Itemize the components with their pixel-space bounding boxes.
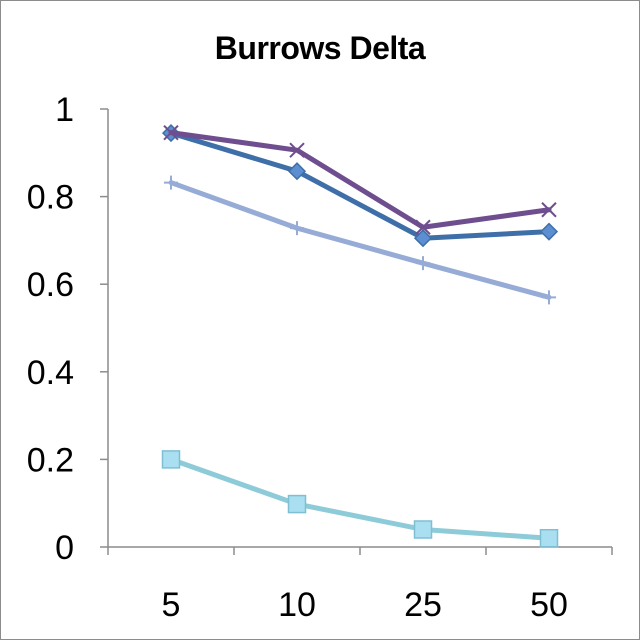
data-point [542,290,556,305]
data-point [539,528,559,548]
series-4 [164,175,556,305]
x-tick-label: 50 [530,586,568,624]
data-point [164,175,178,190]
data-point [539,222,559,241]
x-tick-label: 25 [404,586,442,624]
data-point [163,124,179,141]
y-tick-label: 0.6 [27,266,74,304]
series-line [168,130,552,230]
data-point [287,494,307,514]
y-tick-label: 1 [55,91,74,129]
data-point [541,202,557,218]
data-point [290,221,304,236]
tick-labels: 0 0.2 0.4 0.6 0.8 1 5 10 25 50 [27,91,568,624]
data-point [415,219,431,235]
series-3 [163,124,557,235]
series-1 [161,124,559,248]
series-line [168,456,552,541]
data-point [413,520,433,539]
data-point [289,142,305,158]
series-layer [161,124,559,548]
x-tick-label: 10 [278,586,316,624]
chart-title: Burrows Delta [214,30,426,66]
y-tick-label: 0.8 [27,179,74,217]
data-point [413,229,433,248]
y-tick-label: 0.4 [27,354,74,392]
y-tick-label: 0 [55,529,74,567]
x-tick-label: 5 [162,586,181,624]
series-line [168,130,552,241]
axes [100,108,613,555]
data-point [416,256,430,271]
y-tick-label: 0.2 [27,441,74,479]
series-2 [161,450,559,548]
series-line [168,180,552,300]
data-point [287,162,307,181]
data-point [161,450,181,469]
